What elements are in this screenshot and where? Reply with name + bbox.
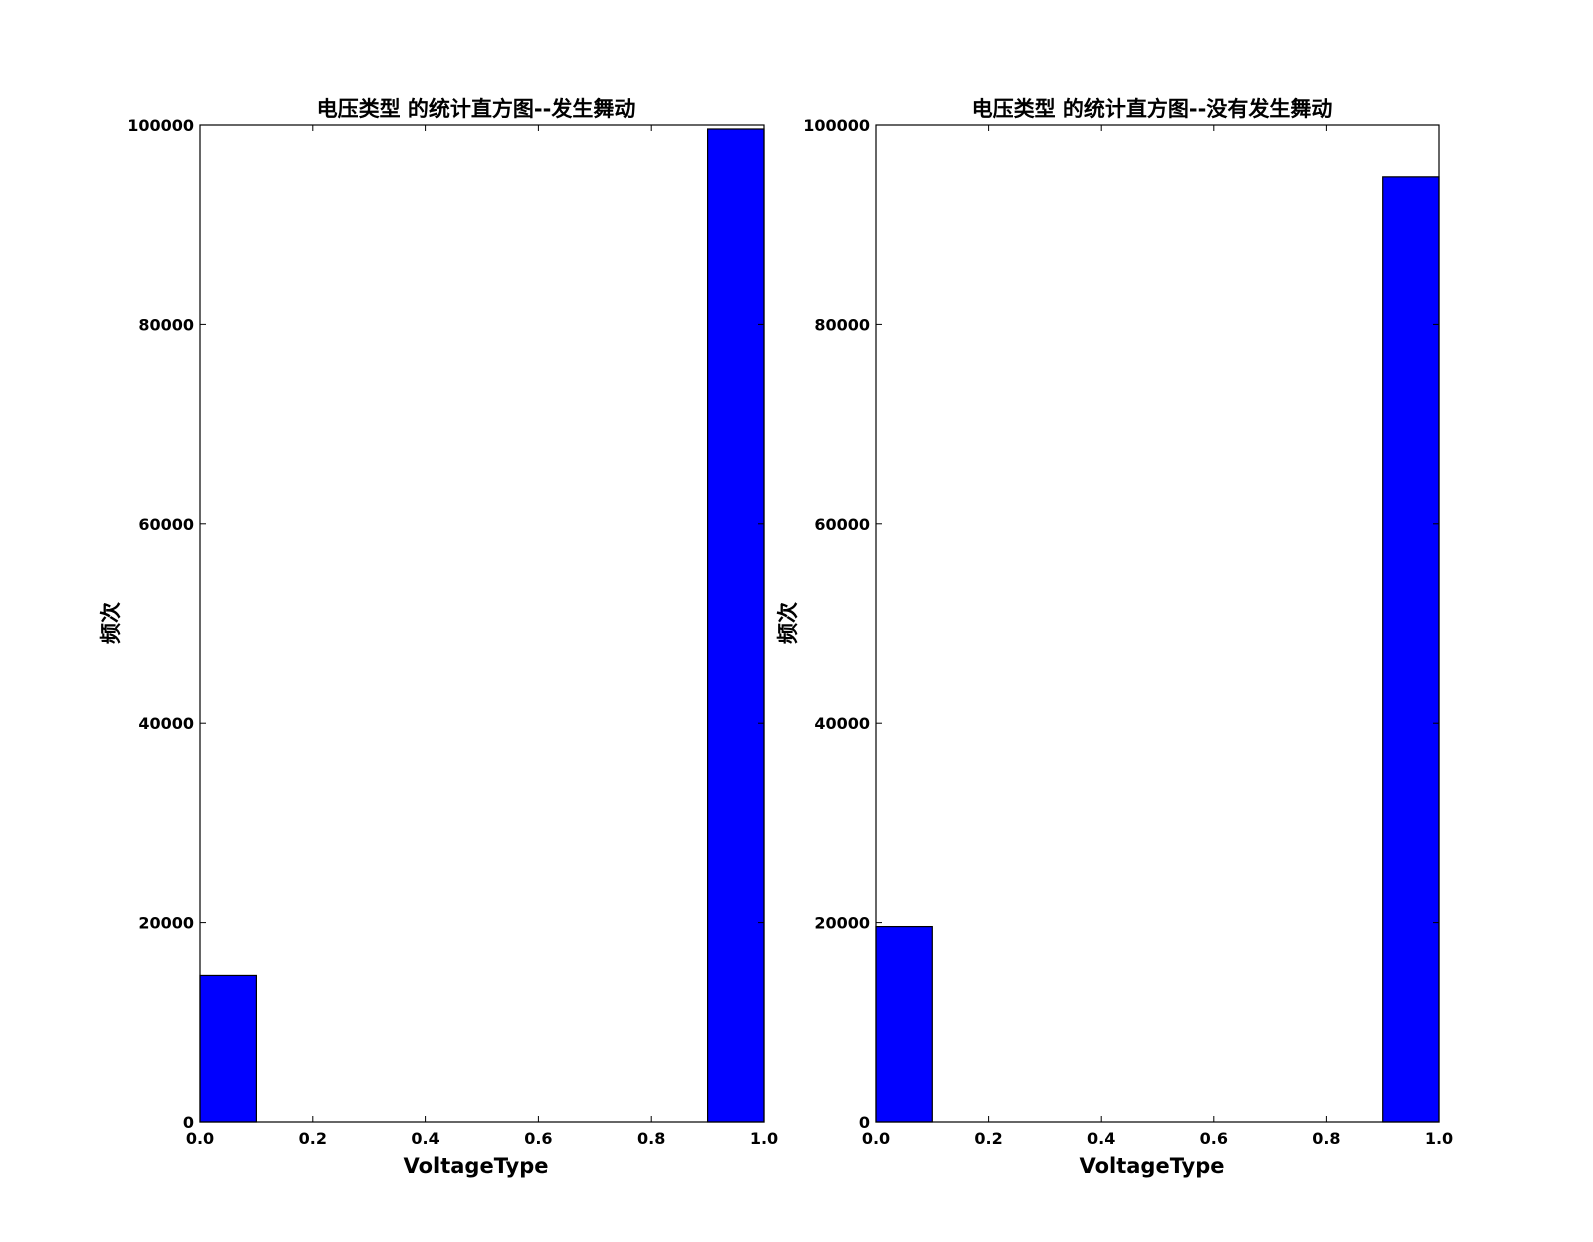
y-tick-label: 20000	[138, 914, 194, 933]
x-tick-label: 0.0	[186, 1129, 214, 1148]
y-tick-label: 80000	[138, 315, 194, 334]
chart-title: 电压类型 的统计直方图--发生舞动	[317, 97, 636, 121]
y-axis-label: 频次	[776, 602, 800, 644]
x-tick-label: 0.8	[1312, 1129, 1340, 1148]
x-tick-label: 1.0	[1425, 1129, 1453, 1148]
y-tick-label: 20000	[814, 914, 870, 933]
x-axis-label: VoltageType	[1079, 1154, 1224, 1178]
y-tick-label: 0	[183, 1113, 194, 1132]
ticks: 0.0 0.2 0.4 0.6 0.8 1.0 0 20000 40000 60000 80000 1…	[127, 116, 778, 1148]
bars	[875, 176, 1440, 1123]
y-tick-label: 40000	[814, 714, 870, 733]
y-tick-label: 40000	[138, 714, 194, 733]
histogram-bar	[1382, 176, 1440, 1123]
x-tick-label: 1.0	[750, 1129, 778, 1148]
x-tick-label: 0.6	[1200, 1129, 1228, 1148]
x-tick-label: 0.4	[1087, 1129, 1115, 1148]
y-tick-label: 60000	[814, 515, 870, 534]
y-tick-label: 100000	[127, 116, 194, 135]
x-tick-label: 0.0	[862, 1129, 890, 1148]
y-tick-label: 60000	[138, 515, 194, 534]
histogram-bar	[199, 974, 258, 1123]
chart-title: 电压类型 的统计直方图--没有发生舞动	[972, 97, 1333, 121]
subplot-left: 电压类型 的统计直方图--发生舞动 VoltageType 频次 0.0 0.2 0…	[99, 97, 778, 1178]
ticks: 0.0 0.2 0.4 0.6 0.8 1.0 0 20000 40000 60000 80000 1…	[803, 116, 1453, 1148]
histogram-bar	[706, 128, 765, 1123]
x-axis-label: VoltageType	[403, 1154, 548, 1178]
x-tick-label: 0.2	[299, 1129, 327, 1148]
y-axis-label: 频次	[99, 602, 123, 644]
x-tick-label: 0.8	[637, 1129, 665, 1148]
x-tick-label: 0.6	[524, 1129, 552, 1148]
y-tick-label: 80000	[814, 315, 870, 334]
plot-frame	[199, 124, 765, 1123]
y-tick-label: 0	[859, 1113, 870, 1132]
x-tick-label: 0.4	[411, 1129, 439, 1148]
subplot-right: 电压类型 的统计直方图--没有发生舞动 VoltageType 频次 0.0 0.…	[776, 97, 1453, 1178]
y-tick-label: 100000	[803, 116, 870, 135]
plot-frame	[875, 124, 1440, 1123]
histogram-bar	[875, 925, 933, 1123]
x-tick-label: 0.2	[974, 1129, 1002, 1148]
bars	[199, 128, 765, 1123]
